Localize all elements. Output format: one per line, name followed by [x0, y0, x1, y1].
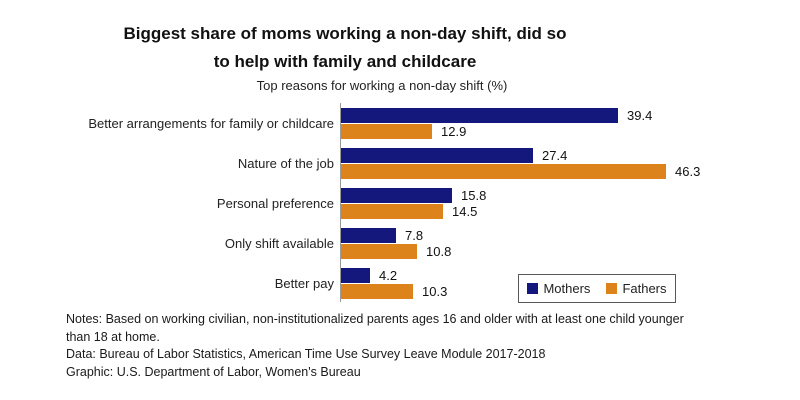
category-axis-line — [340, 103, 341, 302]
bar-mothers — [341, 188, 452, 203]
bar-fathers — [341, 204, 443, 219]
category-label: Better arrangements for family or childc… — [88, 115, 334, 131]
chart-subtitle: Top reasons for working a non-day shift … — [256, 78, 508, 93]
value-label-fathers: 10.8 — [426, 244, 452, 259]
notes-text: Notes: Based on working civilian, non-in… — [66, 312, 684, 344]
data-source-text: Data: Bureau of Labor Statistics, Americ… — [66, 347, 546, 361]
bar-mothers — [341, 228, 396, 243]
bar-mothers — [341, 148, 533, 163]
category-label: Nature of the job — [237, 155, 334, 171]
bar-mothers — [341, 268, 370, 283]
value-label-mothers: 7.8 — [405, 228, 424, 243]
category-label: Only shift available — [224, 235, 334, 251]
legend-label-mothers: Mothers — [543, 281, 591, 296]
chart-title-line2: to help with family and childcare — [213, 52, 477, 71]
value-label-mothers: 15.8 — [461, 188, 487, 203]
chart-title: Biggest share of moms working a non-day … — [0, 20, 690, 76]
bar-fathers — [341, 284, 413, 299]
value-label-fathers: 12.9 — [441, 124, 467, 139]
legend: Mothers Fathers — [518, 274, 676, 303]
graphic-credit-text: Graphic: U.S. Department of Labor, Women… — [66, 364, 361, 379]
value-label-fathers: 46.3 — [675, 164, 701, 179]
fathers-swatch-icon — [606, 283, 618, 294]
category-label: Personal preference — [216, 195, 334, 211]
chart-title-line1: Biggest share of moms working a non-day … — [123, 24, 567, 43]
bar-fathers — [341, 124, 432, 139]
legend-entry-mothers: Mothers — [527, 281, 590, 296]
category-label: Better pay — [274, 275, 334, 291]
legend-entry-fathers: Fathers — [606, 281, 667, 296]
footnotes: Notes: Based on working civilian, non-in… — [66, 311, 706, 381]
value-label-mothers: 4.2 — [379, 268, 398, 283]
value-label-mothers: 27.4 — [542, 148, 568, 163]
legend-label-fathers: Fathers — [622, 281, 667, 296]
mothers-swatch-icon — [527, 283, 539, 294]
bar-fathers — [341, 164, 666, 179]
value-label-fathers: 10.3 — [422, 284, 448, 299]
bar-fathers — [341, 244, 417, 259]
value-label-mothers: 39.4 — [627, 108, 653, 123]
bar-mothers — [341, 108, 618, 123]
value-label-fathers: 14.5 — [452, 204, 478, 219]
